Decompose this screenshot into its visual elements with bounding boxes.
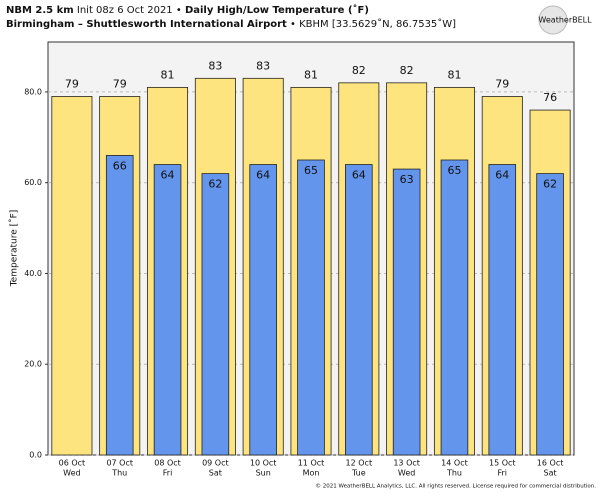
value-label: 76 [543,91,557,104]
x-tick-sublabel: Wed [398,469,415,478]
x-tick-label: 09 Oct [202,459,229,468]
bar [201,173,230,456]
value-label: 64 [161,169,175,182]
x-tick-sublabel: Mon [303,469,320,478]
y-tick-label: 20.0 [24,360,42,369]
x-tick-sublabel: Fri [163,469,173,478]
y-tick-label: 80.0 [24,87,42,96]
chart-title: Daily High/Low Temperature (˚F) [185,4,369,16]
value-label: 83 [256,59,270,72]
value-label: 64 [352,169,366,182]
bar [440,159,469,456]
x-tick-label: 07 Oct [106,459,133,468]
value-label: 64 [256,169,270,182]
logo-icon [538,5,568,35]
x-tick-label: 06 Oct [59,459,86,468]
value-label: 83 [208,59,222,72]
bar [153,164,182,456]
x-tick-label: 11 Oct [298,459,325,468]
bar [51,96,93,456]
value-label: 82 [400,64,414,77]
y-axis-label: Temperature [˚F] [9,210,20,288]
x-tick-sublabel: Fri [498,469,508,478]
value-label: 64 [495,169,509,182]
header-line-1: NBM 2.5 km Init 08z 6 Oct 2021 • Daily H… [6,4,369,16]
x-tick-sublabel: Thu [446,469,462,478]
x-tick-sublabel: Thu [111,469,127,478]
logo: WeatherBELL [538,16,592,25]
value-label: 62 [208,178,222,191]
x-tick-sublabel: Sun [256,469,271,478]
value-label: 79 [113,77,127,90]
x-tick-label: 15 Oct [489,459,516,468]
x-tick-label: 08 Oct [154,459,181,468]
bar [345,164,373,456]
x-tick-label: 14 Oct [441,459,468,468]
y-tick-label: 0.0 [29,451,42,460]
x-tick-sublabel: Wed [63,469,80,478]
header-line-2: Birmingham – Shuttlesworth International… [6,18,456,30]
station: Birmingham – Shuttlesworth International… [6,19,287,30]
value-label: 66 [113,159,127,172]
bar [105,155,134,456]
x-tick-label: 16 Oct [537,459,564,468]
value-label: 65 [447,164,461,177]
bar [392,168,421,456]
x-tick-label: 13 Oct [393,459,420,468]
x-tick-sublabel: Sat [209,469,222,478]
bar [536,173,564,456]
bar [249,164,277,456]
init: Init 08z 6 Oct 2021 • [77,5,182,16]
value-label: 81 [161,68,175,81]
bar [297,159,325,456]
value-label: 81 [304,68,318,81]
model: NBM 2.5 km [6,5,74,16]
x-tick-sublabel: Sat [544,469,557,478]
station-info: • KBHM [33.5629˚N, 86.7535˚W] [290,18,456,30]
x-tick-label: 10 Oct [250,459,277,468]
value-label: 81 [447,68,461,81]
x-tick-sublabel: Tue [351,469,366,478]
y-tick-label: 40.0 [24,269,42,278]
bar [488,164,517,456]
copyright: © 2021 WeatherBELL Analytics, LLC. All r… [316,483,597,490]
value-label: 79 [495,77,509,90]
value-label: 62 [543,178,557,191]
value-label: 82 [352,64,366,77]
y-tick-label: 60.0 [24,178,42,187]
value-label: 79 [65,77,79,90]
value-label: 65 [304,164,318,177]
value-label: 63 [400,173,414,186]
x-tick-label: 12 Oct [346,459,373,468]
